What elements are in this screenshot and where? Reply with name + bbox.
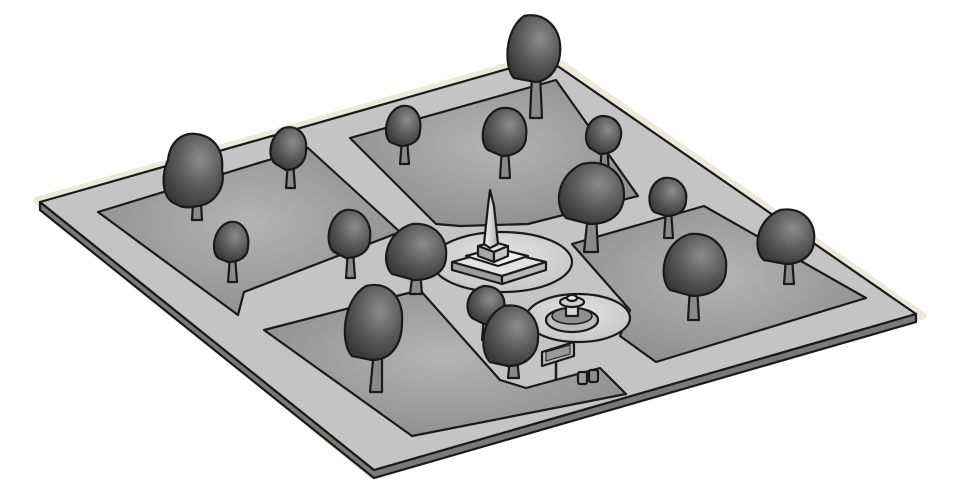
tree xyxy=(648,176,688,240)
tree xyxy=(557,161,626,254)
signboard[interactable] xyxy=(540,340,576,380)
tree xyxy=(269,126,308,190)
tree xyxy=(756,208,816,286)
tree xyxy=(327,208,372,280)
fountain[interactable] xyxy=(544,293,600,334)
obelisk-monument[interactable] xyxy=(450,188,548,286)
tree xyxy=(482,304,540,380)
tree xyxy=(506,14,562,120)
tree xyxy=(384,104,422,166)
tree xyxy=(162,132,224,222)
tree xyxy=(662,232,728,322)
tree xyxy=(481,106,528,180)
trash-cans[interactable] xyxy=(576,368,600,386)
tree xyxy=(212,220,250,284)
tree xyxy=(384,222,448,296)
tree xyxy=(343,283,404,394)
